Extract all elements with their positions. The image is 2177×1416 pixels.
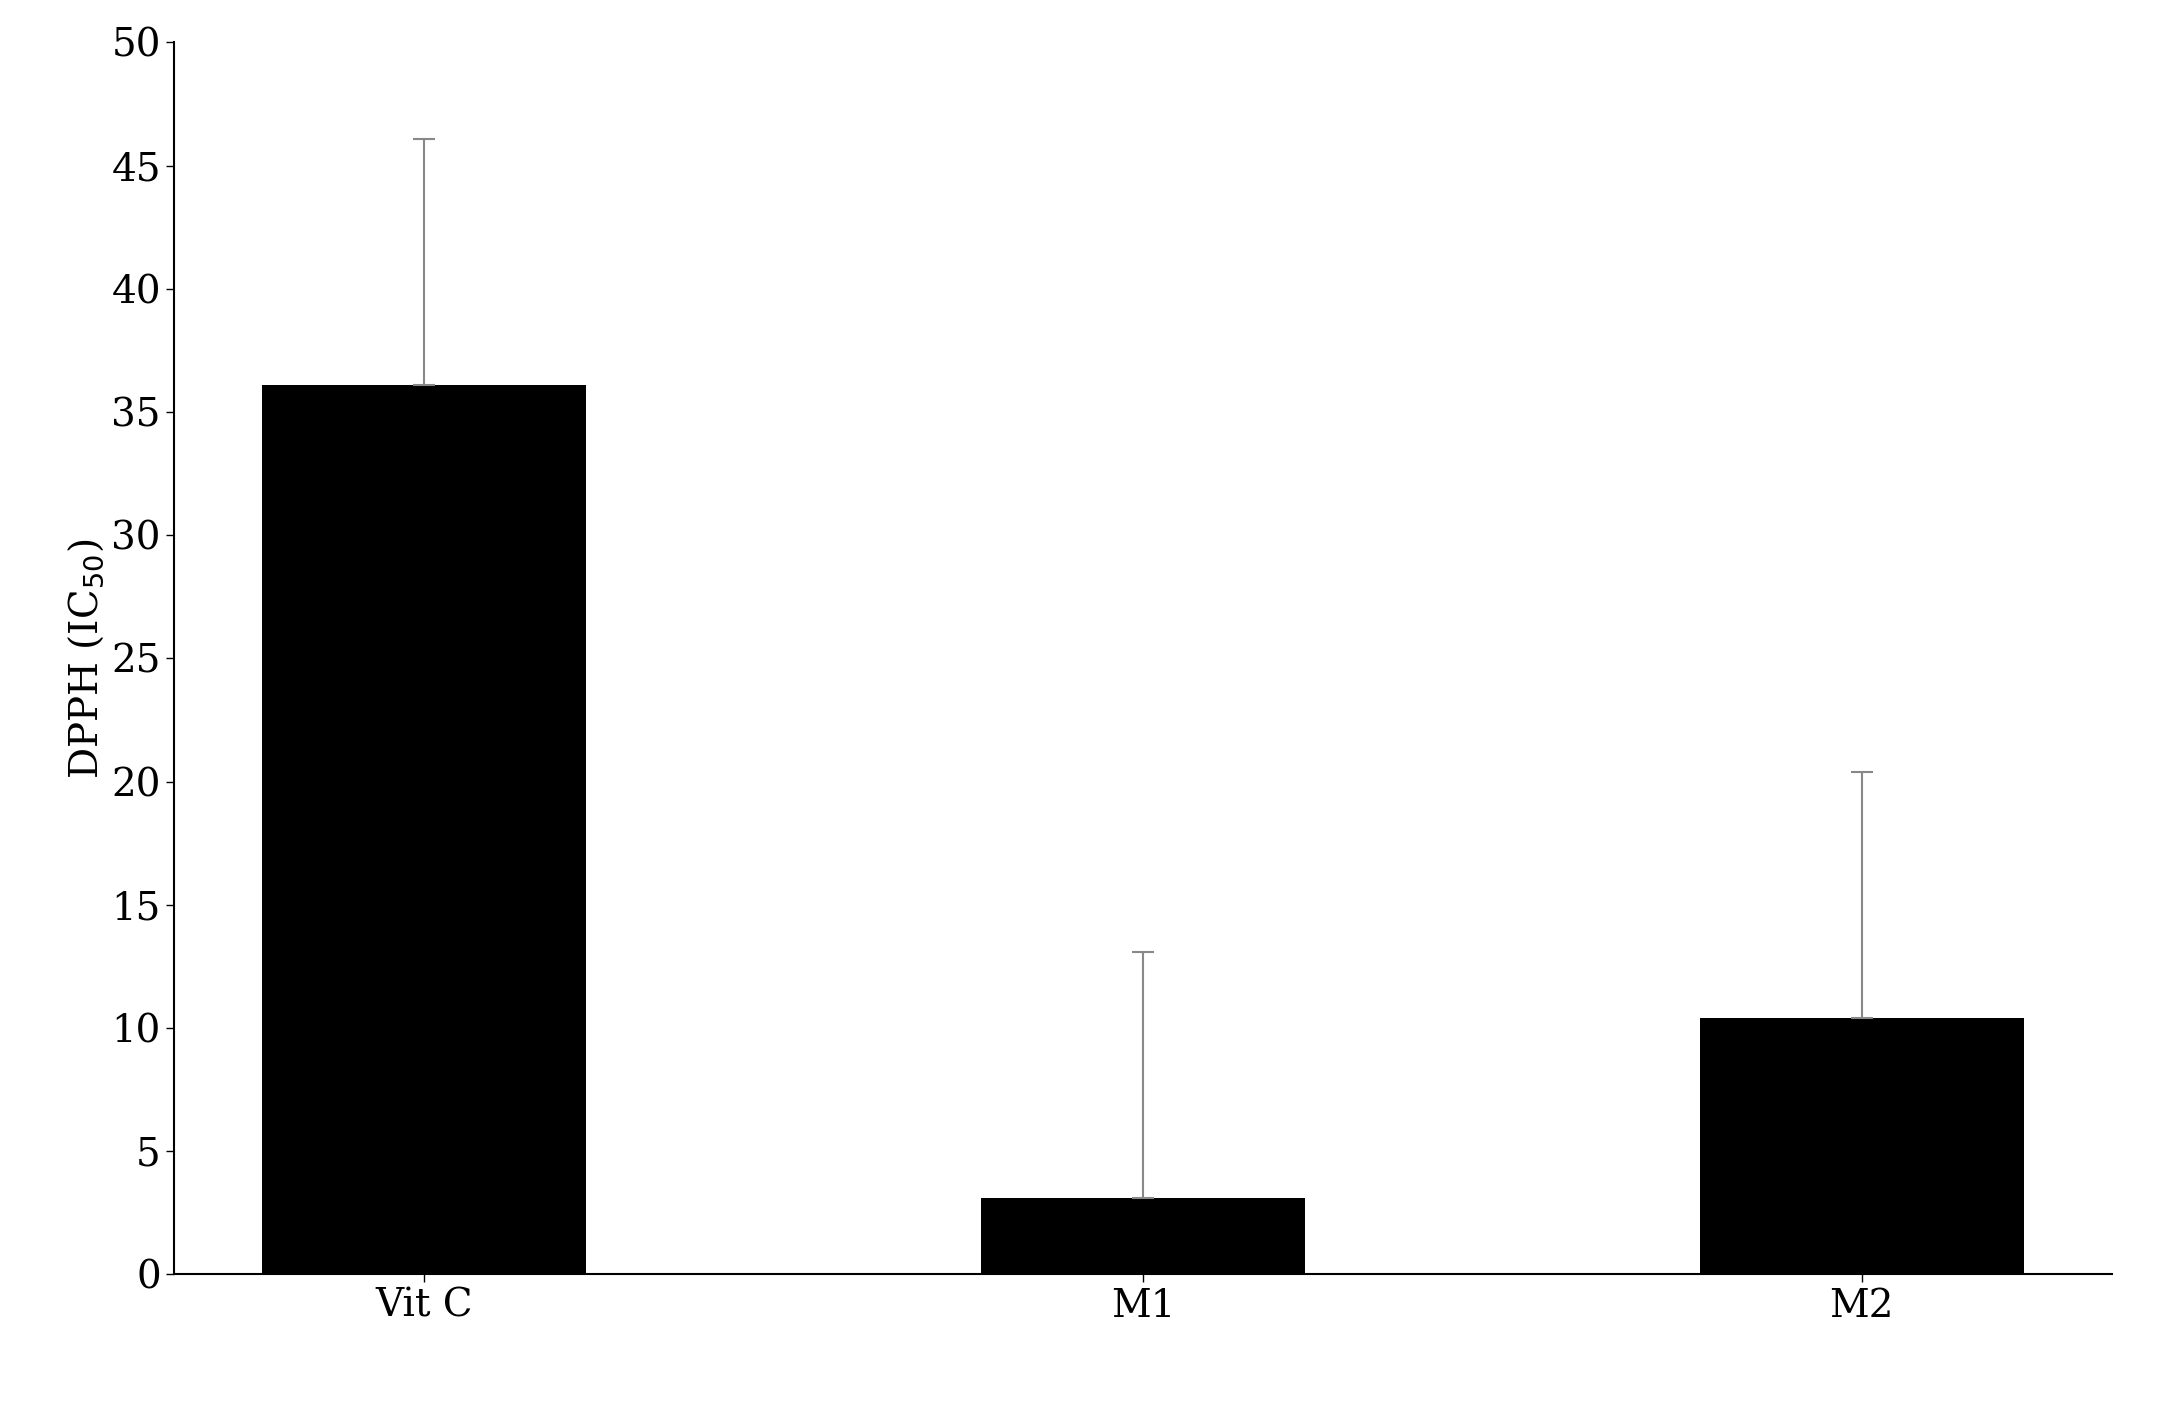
Bar [261, 385, 586, 1274]
Bar [982, 1198, 1304, 1274]
Bar [1700, 1018, 2025, 1274]
Y-axis label: DPPH (IC$_{50}$): DPPH (IC$_{50}$) [65, 538, 107, 779]
